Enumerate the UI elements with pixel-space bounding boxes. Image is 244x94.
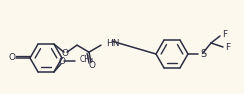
Text: HN: HN	[106, 39, 120, 48]
Text: O: O	[89, 61, 95, 70]
Text: F: F	[225, 44, 230, 53]
Text: O: O	[59, 57, 65, 66]
Text: F: F	[222, 30, 227, 39]
Text: S: S	[200, 49, 206, 59]
Text: O: O	[61, 49, 69, 58]
Text: CH₃: CH₃	[80, 55, 94, 64]
Text: O: O	[9, 53, 16, 63]
